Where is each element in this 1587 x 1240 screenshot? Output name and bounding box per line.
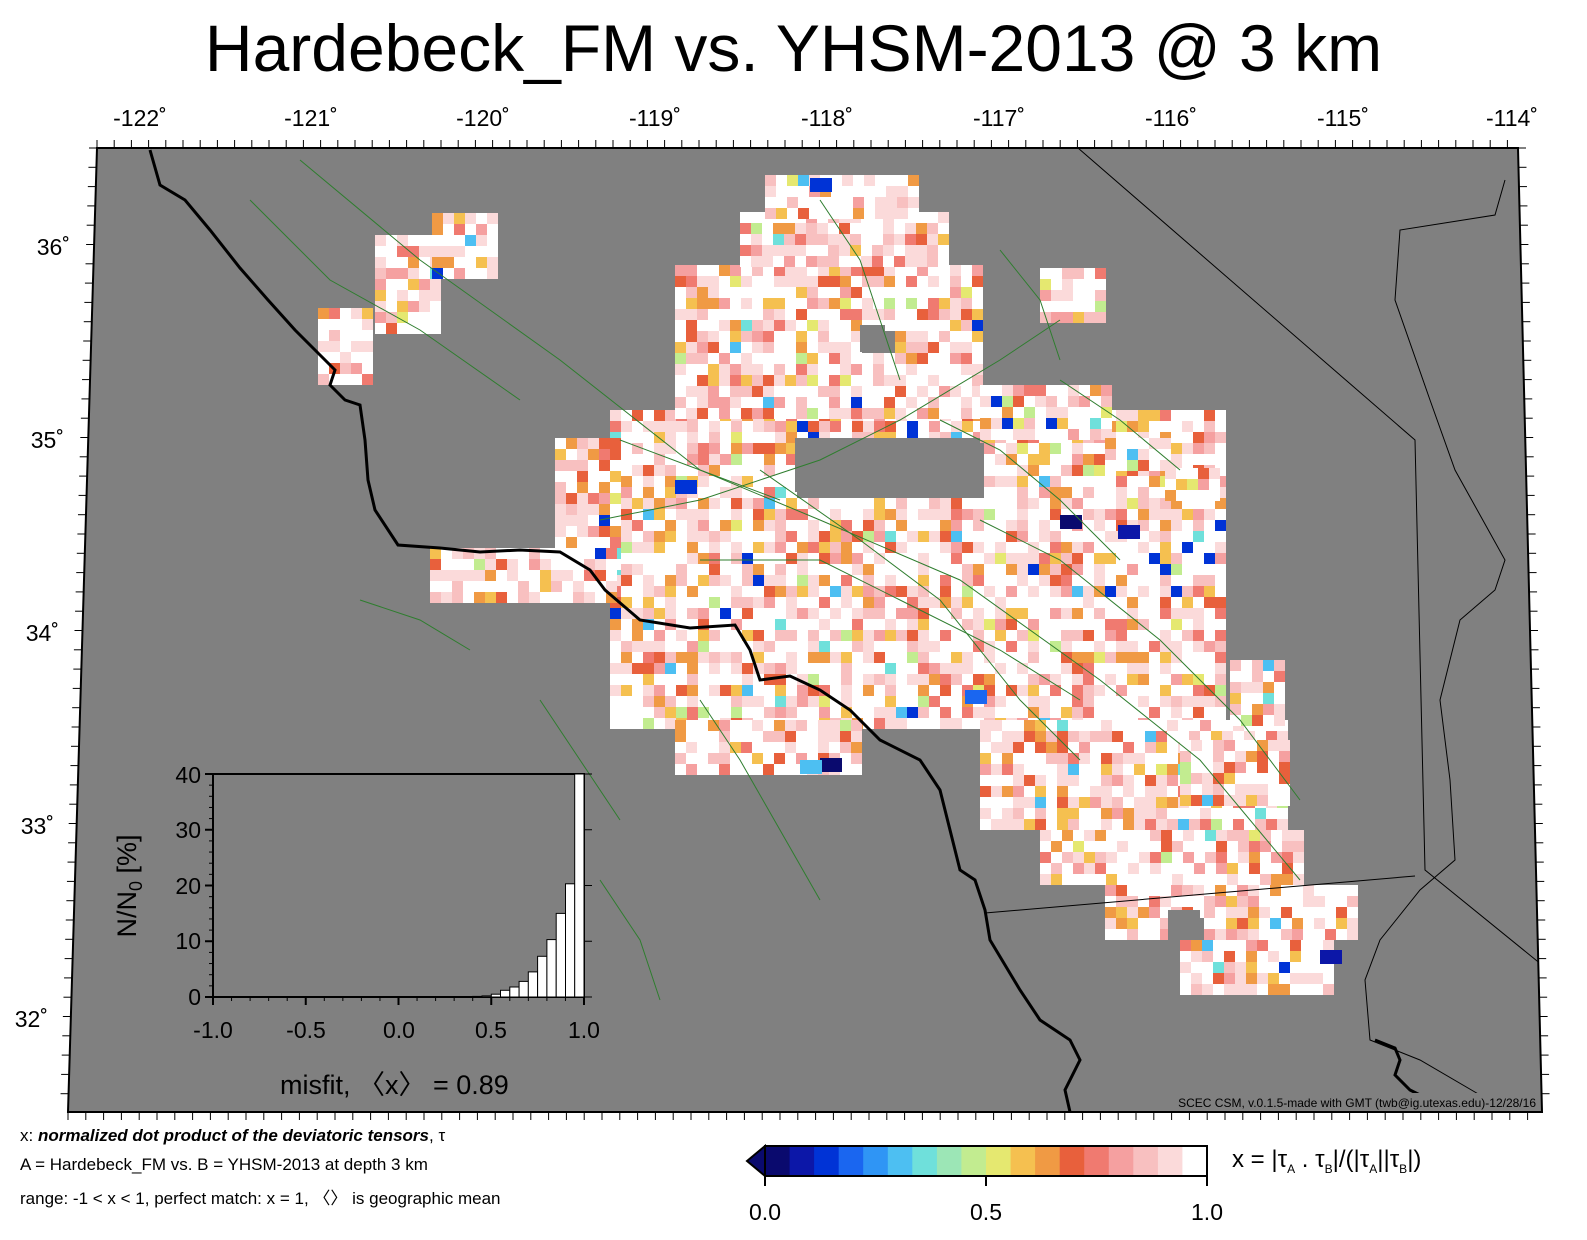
histogram-bar [575,774,584,997]
colorbar-tick-label: 0.5 [970,1199,1002,1226]
histogram-bar [473,996,482,997]
histogram-bar [566,884,575,997]
lon-label: -121˚ [284,105,338,131]
colorbar-cell [839,1146,864,1176]
longitude-labels: -122˚ -121˚ -120˚ -119˚ -118˚ -117˚ -116… [113,105,1538,131]
histogram-bar [482,996,491,997]
hist-y-tick: 0 [188,984,201,1010]
colorbar-cell [986,1146,1011,1176]
colorbar-cell [1158,1146,1183,1176]
hist-y-tick: 30 [175,817,201,843]
histogram-frame [213,774,584,997]
colorbar-cell [1084,1146,1109,1176]
hist-x-tick: 0.0 [383,1017,415,1043]
lon-label: -116˚ [1145,105,1197,131]
hist-x-tick: 0.5 [475,1017,507,1043]
colorbar-cells [765,1146,1208,1176]
histogram-bar [528,972,537,997]
colorbar-cell [1060,1146,1085,1176]
lon-label: -120˚ [456,105,510,131]
lat-label: 33˚ [21,813,54,839]
footer-line-2: A = Hardebeck_FM vs. B = YHSM-2013 at de… [20,1155,428,1175]
lat-label: 32˚ [15,1006,48,1032]
colorbar-cell [937,1146,962,1176]
colorbar-cell [912,1146,937,1176]
colorbar-underflow-triangle [747,1146,765,1176]
histogram-bar [501,990,510,997]
lon-label: -118˚ [801,105,853,131]
lat-label: 36˚ [37,234,70,260]
credit-text: SCEC CSM, v.0.1.5-made with GMT (twb@ig.… [1178,1096,1536,1110]
lon-label: -115˚ [1317,105,1369,131]
colorbar-cell [888,1146,913,1176]
histogram-bar [519,981,528,997]
hist-y-tick: 10 [175,928,201,954]
histogram-bar [556,913,565,997]
colorbar-cell [1133,1146,1158,1176]
histogram-bar [510,987,519,997]
misfit-label: misfit, 〈x〉 = 0.89 [280,1063,509,1102]
hist-x-tick: -0.5 [286,1017,326,1043]
latitude-labels: 36˚ 35˚ 34˚ 33˚ 32˚ [15,234,70,1032]
footer-line-1: x: normalized dot product of the deviato… [20,1126,445,1146]
lat-label: 34˚ [26,620,59,646]
histogram-bar [538,956,547,997]
colorbar-cell [1035,1146,1060,1176]
lon-label: -114˚ [1486,105,1538,131]
lon-label: -117˚ [973,105,1025,131]
colorbar-cell [961,1146,986,1176]
colorbar-cell [863,1146,888,1176]
colorbar-cell [765,1146,790,1176]
lon-label: -122˚ [113,105,167,131]
colorbar-tick-label: 0.0 [749,1199,781,1226]
footer-line-3: range: -1 < x < 1, perfect match: x = 1,… [20,1184,501,1209]
hist-y-tick: 20 [175,873,201,899]
hist-x-tick: 1.0 [568,1017,600,1043]
hist-y-tick: 40 [175,762,201,788]
colorbar-tick-label: 1.0 [1191,1199,1223,1226]
colorbar-formula: x = |τA . τB|/(|τA||τB|) [1232,1146,1421,1176]
histogram-bar [547,940,556,997]
lon-label: -119˚ [629,105,681,131]
colorbar-cell [1011,1146,1036,1176]
colorbar-cell [1109,1146,1134,1176]
page-title: Hardebeck_FM vs. YHSM-2013 @ 3 km [0,4,1587,92]
lat-label: 35˚ [31,427,64,453]
colorbar-cell [1182,1146,1207,1176]
colorbar [747,1146,1208,1186]
hist-x-tick: -1.0 [193,1017,233,1043]
histogram-bar [491,994,500,997]
colorbar-cell [790,1146,815,1176]
colorbar-cell [814,1146,839,1176]
